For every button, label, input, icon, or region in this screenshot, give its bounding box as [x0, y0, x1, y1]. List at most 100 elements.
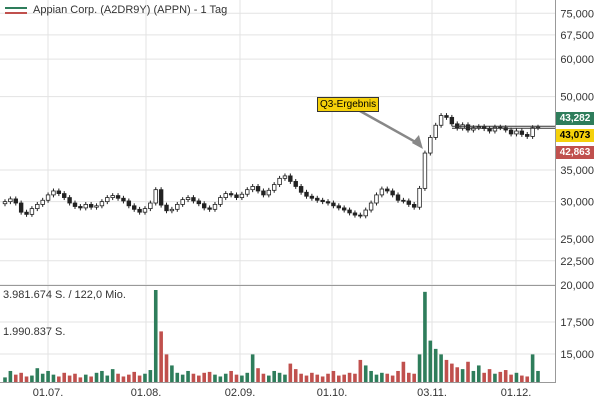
- candle-body: [449, 116, 455, 125]
- candle-body: [218, 197, 223, 205]
- y-tick-label: 75,000: [560, 8, 594, 20]
- y-tick-label: 20,000: [560, 280, 594, 292]
- volume-bar: [213, 374, 217, 382]
- price-tag-low: 42,863: [556, 146, 594, 159]
- volume-bar: [390, 375, 395, 382]
- volume-bar: [342, 374, 346, 382]
- volume-bar: [19, 372, 23, 382]
- candle-body: [433, 124, 438, 138]
- candle-body: [358, 214, 363, 217]
- volume-bar: [57, 376, 61, 382]
- annotation-label: Q3-Ergebnis: [317, 97, 380, 112]
- candle-body: [304, 191, 309, 197]
- candle-body: [519, 130, 525, 135]
- volume-bar: [439, 354, 443, 382]
- volume-max-label: 3.981.674 S. / 122,0 Mio.: [3, 289, 126, 301]
- volume-bar: [256, 368, 260, 382]
- candle-body: [35, 204, 40, 210]
- volume-mid-label: 1.990.837 S.: [3, 326, 66, 338]
- volume-bar: [153, 290, 158, 382]
- volume-bar: [358, 359, 363, 382]
- y-tick-label: 22,500: [560, 256, 594, 268]
- volume-bar: [116, 373, 120, 382]
- volume-bar: [267, 375, 271, 382]
- candle-body: [56, 190, 62, 194]
- candle-body: [341, 207, 347, 211]
- x-tick-label: 02.09.: [225, 387, 256, 399]
- legend-title: Appian Corp. (A2DR9Y) (APPN) - 1 Tag: [33, 4, 228, 16]
- volume-bar: [514, 372, 519, 382]
- candle-body: [228, 193, 234, 196]
- candle-body: [428, 137, 433, 154]
- candle-body: [169, 208, 175, 212]
- candle-body: [417, 187, 422, 208]
- volume-bar: [94, 372, 99, 382]
- volume-bar: [487, 369, 492, 382]
- volume-bar: [261, 373, 266, 382]
- candle-body: [45, 194, 51, 201]
- volume-bar: [62, 372, 67, 382]
- candle-body: [487, 128, 492, 132]
- candle-body: [202, 203, 207, 209]
- candle-body: [148, 202, 153, 210]
- volume-bar: [380, 372, 384, 382]
- candle-body: [29, 208, 35, 215]
- volume-bar: [186, 370, 190, 382]
- candle-body: [126, 200, 132, 207]
- volume-bar: [229, 370, 233, 382]
- volume-bar: [476, 365, 481, 382]
- volume-bar: [170, 365, 174, 382]
- candle-body: [331, 202, 336, 207]
- volume-bar: [331, 370, 336, 382]
- legend: Appian Corp. (A2DR9Y) (APPN) - 1 Tag: [5, 2, 227, 18]
- y-tick-label: 60,000: [560, 54, 594, 66]
- volume-bar: [336, 375, 341, 382]
- price-tag-last: 43,073: [556, 129, 594, 142]
- candle-body: [525, 134, 530, 137]
- candle-body: [336, 205, 341, 209]
- volume-bar: [406, 372, 411, 382]
- volume-bar: [471, 370, 476, 382]
- candle-body: [2, 201, 8, 205]
- candle-body: [352, 212, 358, 216]
- volume-bar: [223, 373, 228, 382]
- x-tick-label: 01.12.: [501, 387, 532, 399]
- volume-bar: [444, 359, 449, 382]
- candle-body: [137, 208, 142, 213]
- candle-body: [401, 199, 406, 202]
- candle-body: [261, 190, 266, 196]
- x-tick-label: 03.11.: [417, 387, 447, 399]
- volume-bar: [353, 373, 357, 382]
- volume-bar: [218, 376, 223, 382]
- volume-bar: [401, 361, 406, 382]
- candle-body: [67, 197, 72, 204]
- volume-axis-label: 15,000: [560, 349, 594, 361]
- volume-bar: [24, 376, 29, 382]
- volume-bar: [412, 373, 416, 382]
- x-tick-label: 01.08.: [131, 387, 162, 399]
- annotation-arrowhead-icon: [411, 135, 423, 150]
- candle-body: [115, 195, 121, 199]
- volume-bar: [73, 373, 77, 382]
- volume-bar: [89, 376, 93, 382]
- candle-body: [51, 190, 56, 196]
- candle-body: [88, 204, 94, 208]
- volume-bar: [105, 375, 110, 382]
- y-tick-label: 67,500: [560, 30, 594, 42]
- volume-bar: [466, 361, 470, 382]
- candle-body: [347, 209, 352, 214]
- volume-bar: [197, 375, 201, 382]
- volume-bar: [180, 374, 185, 382]
- candle-body: [325, 201, 331, 204]
- price-tag-high: 43,282: [556, 112, 594, 125]
- candle-body: [78, 206, 83, 209]
- volume-bar: [520, 375, 524, 382]
- volume-bar: [310, 372, 314, 382]
- legend-swatch-icon: [5, 6, 27, 14]
- volume-bar: [35, 368, 40, 382]
- volume-bar: [202, 372, 207, 382]
- candle-body: [62, 193, 67, 198]
- candle-body: [40, 199, 45, 205]
- candle-body: [422, 152, 428, 189]
- volume-bar: [450, 363, 454, 382]
